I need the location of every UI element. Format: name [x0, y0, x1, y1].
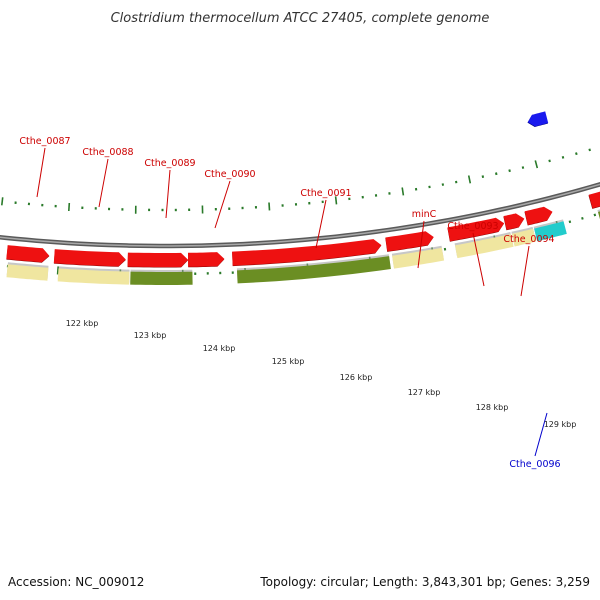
kbp-label: 123 kbp [134, 331, 167, 340]
map-title: Clostridium thermocellum ATCC 27405, com… [111, 11, 490, 26]
kbp-label: 122 kbp [66, 319, 99, 328]
accession-text: Accession: NC_009012 [8, 575, 144, 589]
outer-track-tick [568, 220, 572, 224]
kbp-label: 129 kbp [544, 420, 577, 429]
topology-text: Topology: circular; Length: 3,843,301 bp… [259, 575, 590, 589]
kbp-label: 124 kbp [203, 344, 236, 353]
cds-arrow [524, 206, 553, 225]
cog-bar [130, 271, 193, 285]
inner-track-tick [481, 175, 485, 179]
cds-arrow [232, 239, 382, 266]
inner-track-tick [334, 196, 338, 205]
cds-arrow [53, 249, 126, 267]
inner-track-tick [588, 148, 591, 152]
inner-track-tick [401, 187, 405, 196]
cog-bar [6, 264, 49, 281]
inner-track-tick [495, 172, 498, 176]
inner-track-tick [467, 175, 472, 184]
gene-leader-line [534, 412, 548, 457]
outer-track-tick [581, 216, 584, 220]
inner-track-tick [68, 202, 71, 212]
inner-track-tick [534, 160, 539, 169]
gene-leader-line [98, 158, 109, 208]
gene-label: minC [412, 209, 437, 220]
inner-track-tick [561, 155, 565, 159]
cds-track [6, 191, 600, 268]
reverse-strand-track [527, 111, 549, 127]
inner-dot-track [1, 148, 591, 214]
gene-label: Cthe_0096 [509, 459, 560, 470]
inner-track-tick [521, 166, 525, 169]
cog-bar [455, 234, 514, 259]
cog-bar [534, 221, 567, 242]
cds-arrow [6, 245, 50, 263]
gene-label: Cthe_0094 [503, 234, 554, 245]
inner-track-tick [508, 169, 511, 173]
gene-label: Cthe_0091 [300, 188, 351, 199]
gene-label: Cthe_0088 [82, 147, 133, 158]
gene-leader-line [214, 180, 231, 229]
cog-bar [237, 256, 391, 284]
gene-leader-line [165, 169, 171, 219]
gene-leader-line [520, 245, 530, 297]
inner-track-tick [575, 152, 578, 156]
gene-label: Cthe_0087 [19, 136, 70, 147]
gene-labels: Cthe_0087 Cthe_0088 Cthe_0089 Cthe_0090 Cthe… [19, 136, 560, 470]
gene-label: Cthe_0090 [204, 169, 255, 180]
inner-track-tick [548, 159, 551, 163]
cog-bar [57, 268, 130, 285]
cds-arrow [588, 191, 600, 209]
backbone [0, 182, 600, 249]
backbone-line-light [0, 183, 600, 247]
outer-track-tick [56, 266, 59, 275]
inner-track-tick [1, 197, 4, 206]
kbp-label: 127 kbp [408, 388, 441, 397]
inner-track-tick [268, 202, 271, 211]
cds-arrow [188, 252, 225, 267]
kbp-label: 126 kbp [340, 373, 373, 382]
gene-leader-line [36, 147, 46, 198]
gene-label: Cthe_0089 [144, 158, 195, 169]
gene-label: Cthe_0093 [447, 221, 498, 232]
gene-leader-line [472, 232, 485, 287]
inner-track-tick [441, 183, 445, 186]
outer-track-tick [593, 213, 597, 217]
kbp-label: 125 kbp [272, 357, 305, 366]
cog-track [6, 209, 600, 285]
cds-arrow [503, 213, 525, 230]
gene-leader-line [417, 220, 425, 269]
kbp-label: 128 kbp [476, 403, 509, 412]
reverse-arrow [527, 111, 549, 127]
cds-arrow [127, 252, 189, 267]
cog-bar [392, 247, 445, 269]
gene-leader-line [315, 199, 327, 249]
cog-bar [511, 228, 537, 247]
cds-arrow [447, 217, 505, 242]
kbp-labels: 122 kbp 123 kbp 124 kbp 125 kbp 126 kbp 127 k… [66, 319, 577, 429]
